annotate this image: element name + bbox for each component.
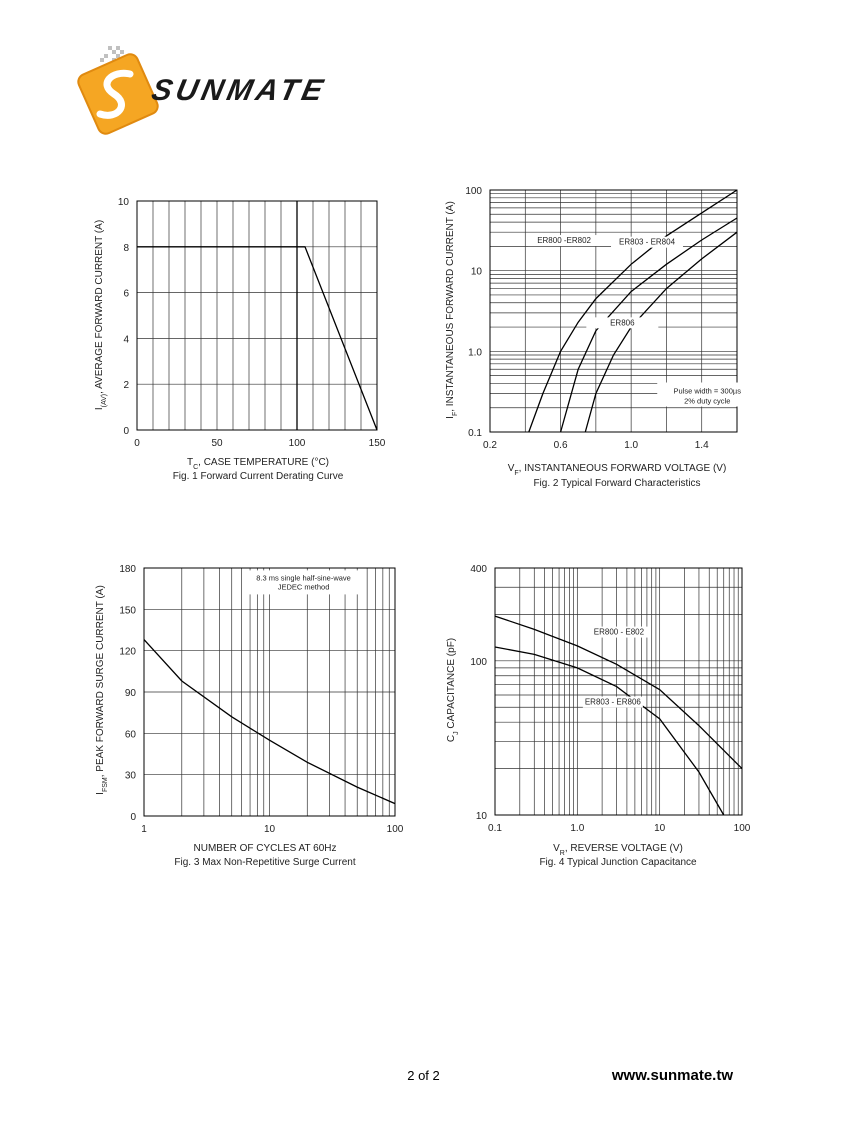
x-tick-label: 0 [134, 438, 140, 449]
brand-wordmark: SUNMATE [149, 74, 330, 107]
series-group [137, 246, 378, 431]
series-label: ER800 -ER802 [537, 236, 591, 245]
x-axis-label: VF, INSTANTANEOUS FORWARD VOLTAGE (V) [508, 463, 727, 477]
x-axis-label: NUMBER OF CYCLES AT 60Hz [194, 843, 337, 854]
y-tick-label: 180 [119, 564, 136, 575]
x-tick-label: 50 [211, 438, 223, 449]
note-bg [243, 570, 364, 595]
x-axis-label: TC, CASE TEMPERATURE (°C) [187, 457, 329, 471]
note-bg [657, 382, 760, 407]
x-tick-label: 100 [387, 824, 404, 835]
plot-frame [143, 567, 396, 817]
y-tick-label: 60 [125, 729, 137, 740]
series-line-1 [528, 189, 738, 433]
chart-note: Pulse width = 300µs [673, 387, 741, 396]
y-tick-label: 100 [465, 186, 482, 197]
y-tick-label: 400 [470, 564, 487, 575]
x-tick-label: 1.0 [570, 823, 584, 834]
y-tick-label: 0.1 [468, 428, 482, 439]
figure-caption: Fig. 3 Max Non-Repetitive Surge Current [174, 857, 355, 868]
y-tick-label: 1.0 [468, 347, 482, 358]
x-tick-label: 0.1 [488, 823, 502, 834]
y-tick-label: 90 [125, 688, 137, 699]
figure-caption: Fig. 2 Typical Forward Characteristics [533, 478, 700, 489]
series-label-bg [586, 317, 659, 329]
series-line-2 [494, 646, 725, 816]
y-tick-label: 2 [123, 380, 129, 391]
y-tick-label: 10 [471, 267, 483, 278]
series-label: ER803 - ER804 [619, 238, 676, 247]
sunmate-logo: SUNMATE [72, 44, 342, 136]
series-label: ER800 - E802 [594, 628, 645, 637]
logo-s-mark [96, 69, 134, 119]
y-tick-label: 30 [125, 771, 137, 782]
y-tick-label: 6 [123, 289, 129, 300]
series-line-1 [143, 639, 396, 805]
series-line-1 [494, 615, 743, 770]
grid [143, 567, 395, 817]
page-number: 2 of 2 [407, 1068, 440, 1083]
series-label-bg [528, 235, 601, 247]
y-tick-label: 10 [118, 197, 130, 208]
series-line-2 [559, 217, 738, 433]
chart-note: JEDEC method [278, 582, 330, 591]
x-tick-label: 10 [654, 823, 666, 834]
chart-fig1-derating: 0 50 100 150 0 2 4 6 8 10 TC, CASE TEMPERATURE (°C… [94, 197, 386, 482]
plot-frame [136, 200, 378, 431]
series-group [143, 639, 396, 805]
x-tick-label: 100 [289, 438, 306, 449]
chart-fig2-forward: 0.2 0.6 1.0 1.4 0.1 1.0 10 100 VF, INSTANTANEOUS… [445, 186, 760, 489]
x-tick-label: 1 [141, 824, 147, 835]
grid [136, 200, 378, 431]
y-tick-label: 4 [123, 334, 129, 345]
y-tick-label: 0 [130, 812, 136, 823]
plot-frame [494, 567, 743, 816]
y-tick-label: 10 [476, 811, 488, 822]
chart-fig3-surge: 1 10 100 0 30 60 90 120 150 180 NUMBER OF CYCLES A… [95, 564, 404, 868]
chart-note: 8.3 ms single half-sine-wave [256, 573, 351, 582]
x-tick-label: 1.4 [695, 440, 709, 451]
series-group [494, 615, 743, 816]
plot-frame [489, 189, 738, 433]
y-axis-label: IF, INSTANTANEOUS FORWARD CURRENT (A) [445, 201, 459, 419]
x-tick-label: 150 [369, 438, 386, 449]
x-tick-label: 10 [264, 824, 276, 835]
x-tick-label: 0.6 [554, 440, 568, 451]
y-tick-label: 8 [123, 243, 129, 254]
grid [494, 567, 742, 816]
x-axis-label: VR, REVERSE VOLTAGE (V) [553, 843, 683, 857]
series-label: ER806 [610, 318, 635, 327]
y-axis-label: I(AV), AVERAGE FORWARD CURRENT (A) [94, 220, 108, 410]
series-line-1 [137, 246, 378, 431]
series-label: ER803 - ER806 [585, 698, 642, 707]
figure-caption: Fig. 4 Typical Junction Capacitance [539, 857, 697, 868]
y-axis-label: CJ CAPACITANCE (pF) [446, 638, 460, 742]
series-label-bg [582, 696, 643, 708]
chart-fig4-capacitance: 0.1 1.0 10 100 10 100 400 VR, REVERSE VOLTAGE (… [446, 564, 751, 868]
x-tick-label: 100 [734, 823, 751, 834]
y-axis-label: IFSM, PEAK FORWARD SURGE CURRENT (A) [95, 585, 109, 795]
y-tick-label: 0 [123, 426, 129, 437]
y-tick-label: 150 [119, 605, 136, 616]
x-tick-label: 1.0 [624, 440, 638, 451]
series-label-bg [611, 236, 684, 248]
website-url[interactable]: www.sunmate.tw [611, 1067, 733, 1084]
x-tick-label: 0.2 [483, 440, 497, 451]
y-tick-label: 100 [470, 657, 487, 668]
chart-note: 2% duty cycle [684, 397, 730, 406]
figure-caption: Fig. 1 Forward Current Derating Curve [173, 471, 344, 482]
y-tick-label: 120 [119, 647, 136, 658]
series-label-bg [588, 626, 649, 638]
